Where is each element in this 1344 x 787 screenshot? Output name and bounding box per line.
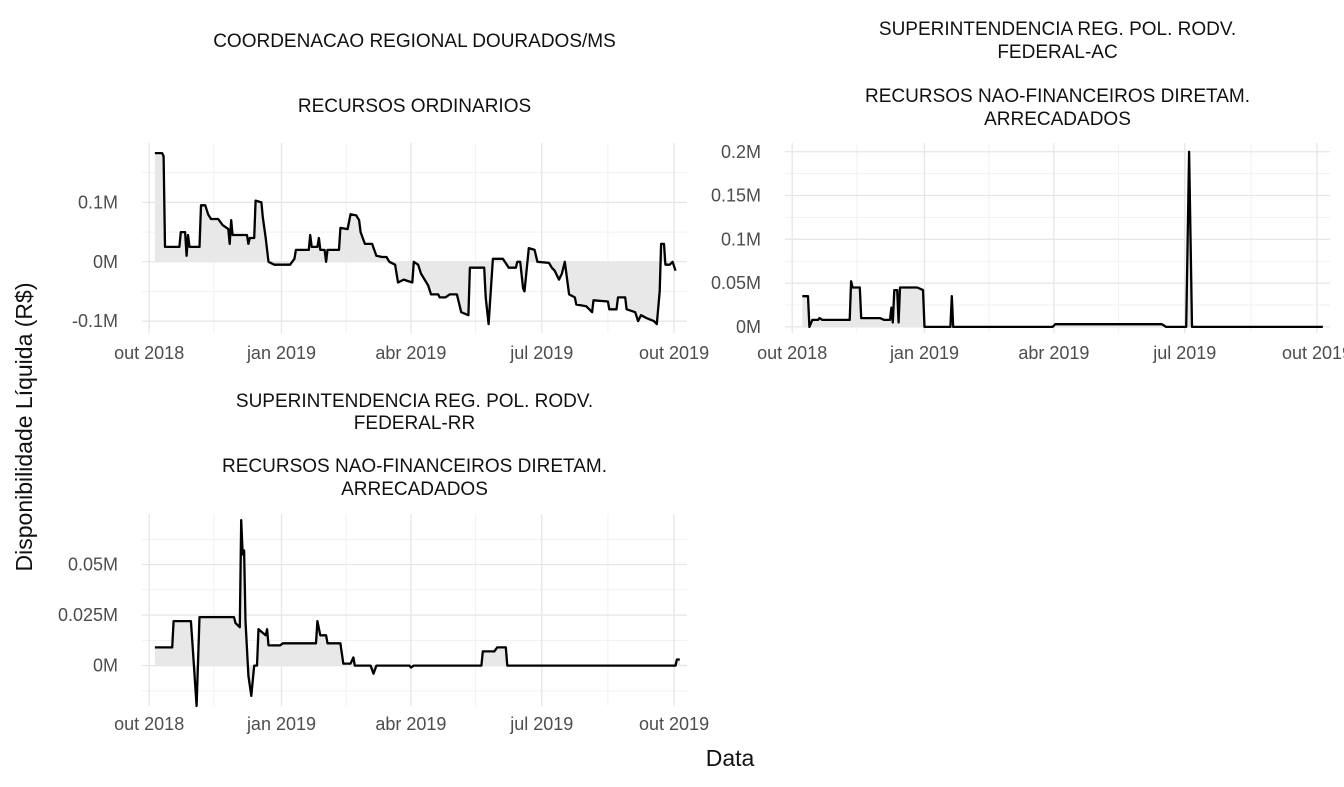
- series-area: [154, 520, 680, 706]
- x-tick-label: out 2018: [757, 343, 827, 363]
- x-tick-label: jan 2019: [246, 343, 316, 363]
- panel-1: COORDENACAO REGIONAL DOURADOS/MS RECURSOS…: [72, 31, 709, 363]
- x-tick-label: abr 2019: [375, 343, 446, 363]
- panel-title-line: SUPERINTENDENCIA REG. POL. RODV.: [236, 391, 593, 412]
- y-tick-label: 0.15M: [711, 186, 761, 206]
- y-tick-label: 0.1M: [78, 192, 118, 212]
- panel-title-line: RECURSOS NAO-FINANCEIROS DIRETAM.: [865, 86, 1250, 107]
- x-tick-label: out 2019: [1282, 343, 1344, 363]
- x-tick-label: jul 2019: [509, 343, 573, 363]
- x-tick-label: jan 2019: [889, 343, 959, 363]
- panel-title-line: FEDERAL-RR: [354, 413, 475, 434]
- series-area: [154, 153, 676, 325]
- panels: COORDENACAO REGIONAL DOURADOS/MS RECURSOS…: [58, 19, 1344, 734]
- panel-title-line: SUPERINTENDENCIA REG. POL. RODV.: [879, 19, 1236, 40]
- panel-title-line: RECURSOS ORDINARIOS: [298, 96, 531, 117]
- panel-2: SUPERINTENDENCIA REG. POL. RODV.FEDERAL-…: [711, 19, 1344, 363]
- y-tick-label: 0M: [736, 317, 761, 337]
- y-tick-label: 0.2M: [721, 142, 761, 162]
- y-tick-label: 0M: [93, 252, 118, 272]
- y-tick-label: 0.1M: [721, 229, 761, 249]
- series-line: [154, 151, 677, 326]
- y-axis-label: Disponibilidade Líquida (R$): [11, 283, 37, 572]
- series-area: [802, 151, 1323, 327]
- panel-title-line: ARRECADADOS: [341, 479, 488, 500]
- panel-3: SUPERINTENDENCIA REG. POL. RODV.FEDERAL-…: [58, 391, 709, 734]
- panel-title-line: COORDENACAO REGIONAL DOURADOS/MS: [213, 31, 616, 52]
- y-tick-label: 0.025M: [58, 605, 118, 625]
- x-axis-label: Data: [706, 745, 755, 771]
- x-tick-label: out 2019: [639, 714, 709, 734]
- x-tick-label: abr 2019: [1018, 343, 1089, 363]
- series-line: [154, 518, 680, 708]
- x-tick-label: jul 2019: [1152, 343, 1216, 363]
- panel-title-line: ARRECADADOS: [984, 109, 1131, 130]
- panel-title-line: RECURSOS NAO-FINANCEIROS DIRETAM.: [222, 456, 607, 477]
- y-tick-label: -0.1M: [72, 311, 118, 331]
- x-tick-label: abr 2019: [375, 714, 446, 734]
- x-tick-label: jul 2019: [509, 714, 573, 734]
- x-tick-label: jan 2019: [246, 714, 316, 734]
- y-tick-label: 0M: [93, 656, 118, 676]
- x-tick-label: out 2018: [114, 714, 184, 734]
- x-tick-label: out 2019: [639, 343, 709, 363]
- panel-title-line: FEDERAL-AC: [997, 42, 1117, 63]
- y-tick-label: 0.05M: [68, 555, 118, 575]
- y-tick-label: 0.05M: [711, 273, 761, 293]
- series-line: [802, 150, 1323, 329]
- x-tick-label: out 2018: [114, 343, 184, 363]
